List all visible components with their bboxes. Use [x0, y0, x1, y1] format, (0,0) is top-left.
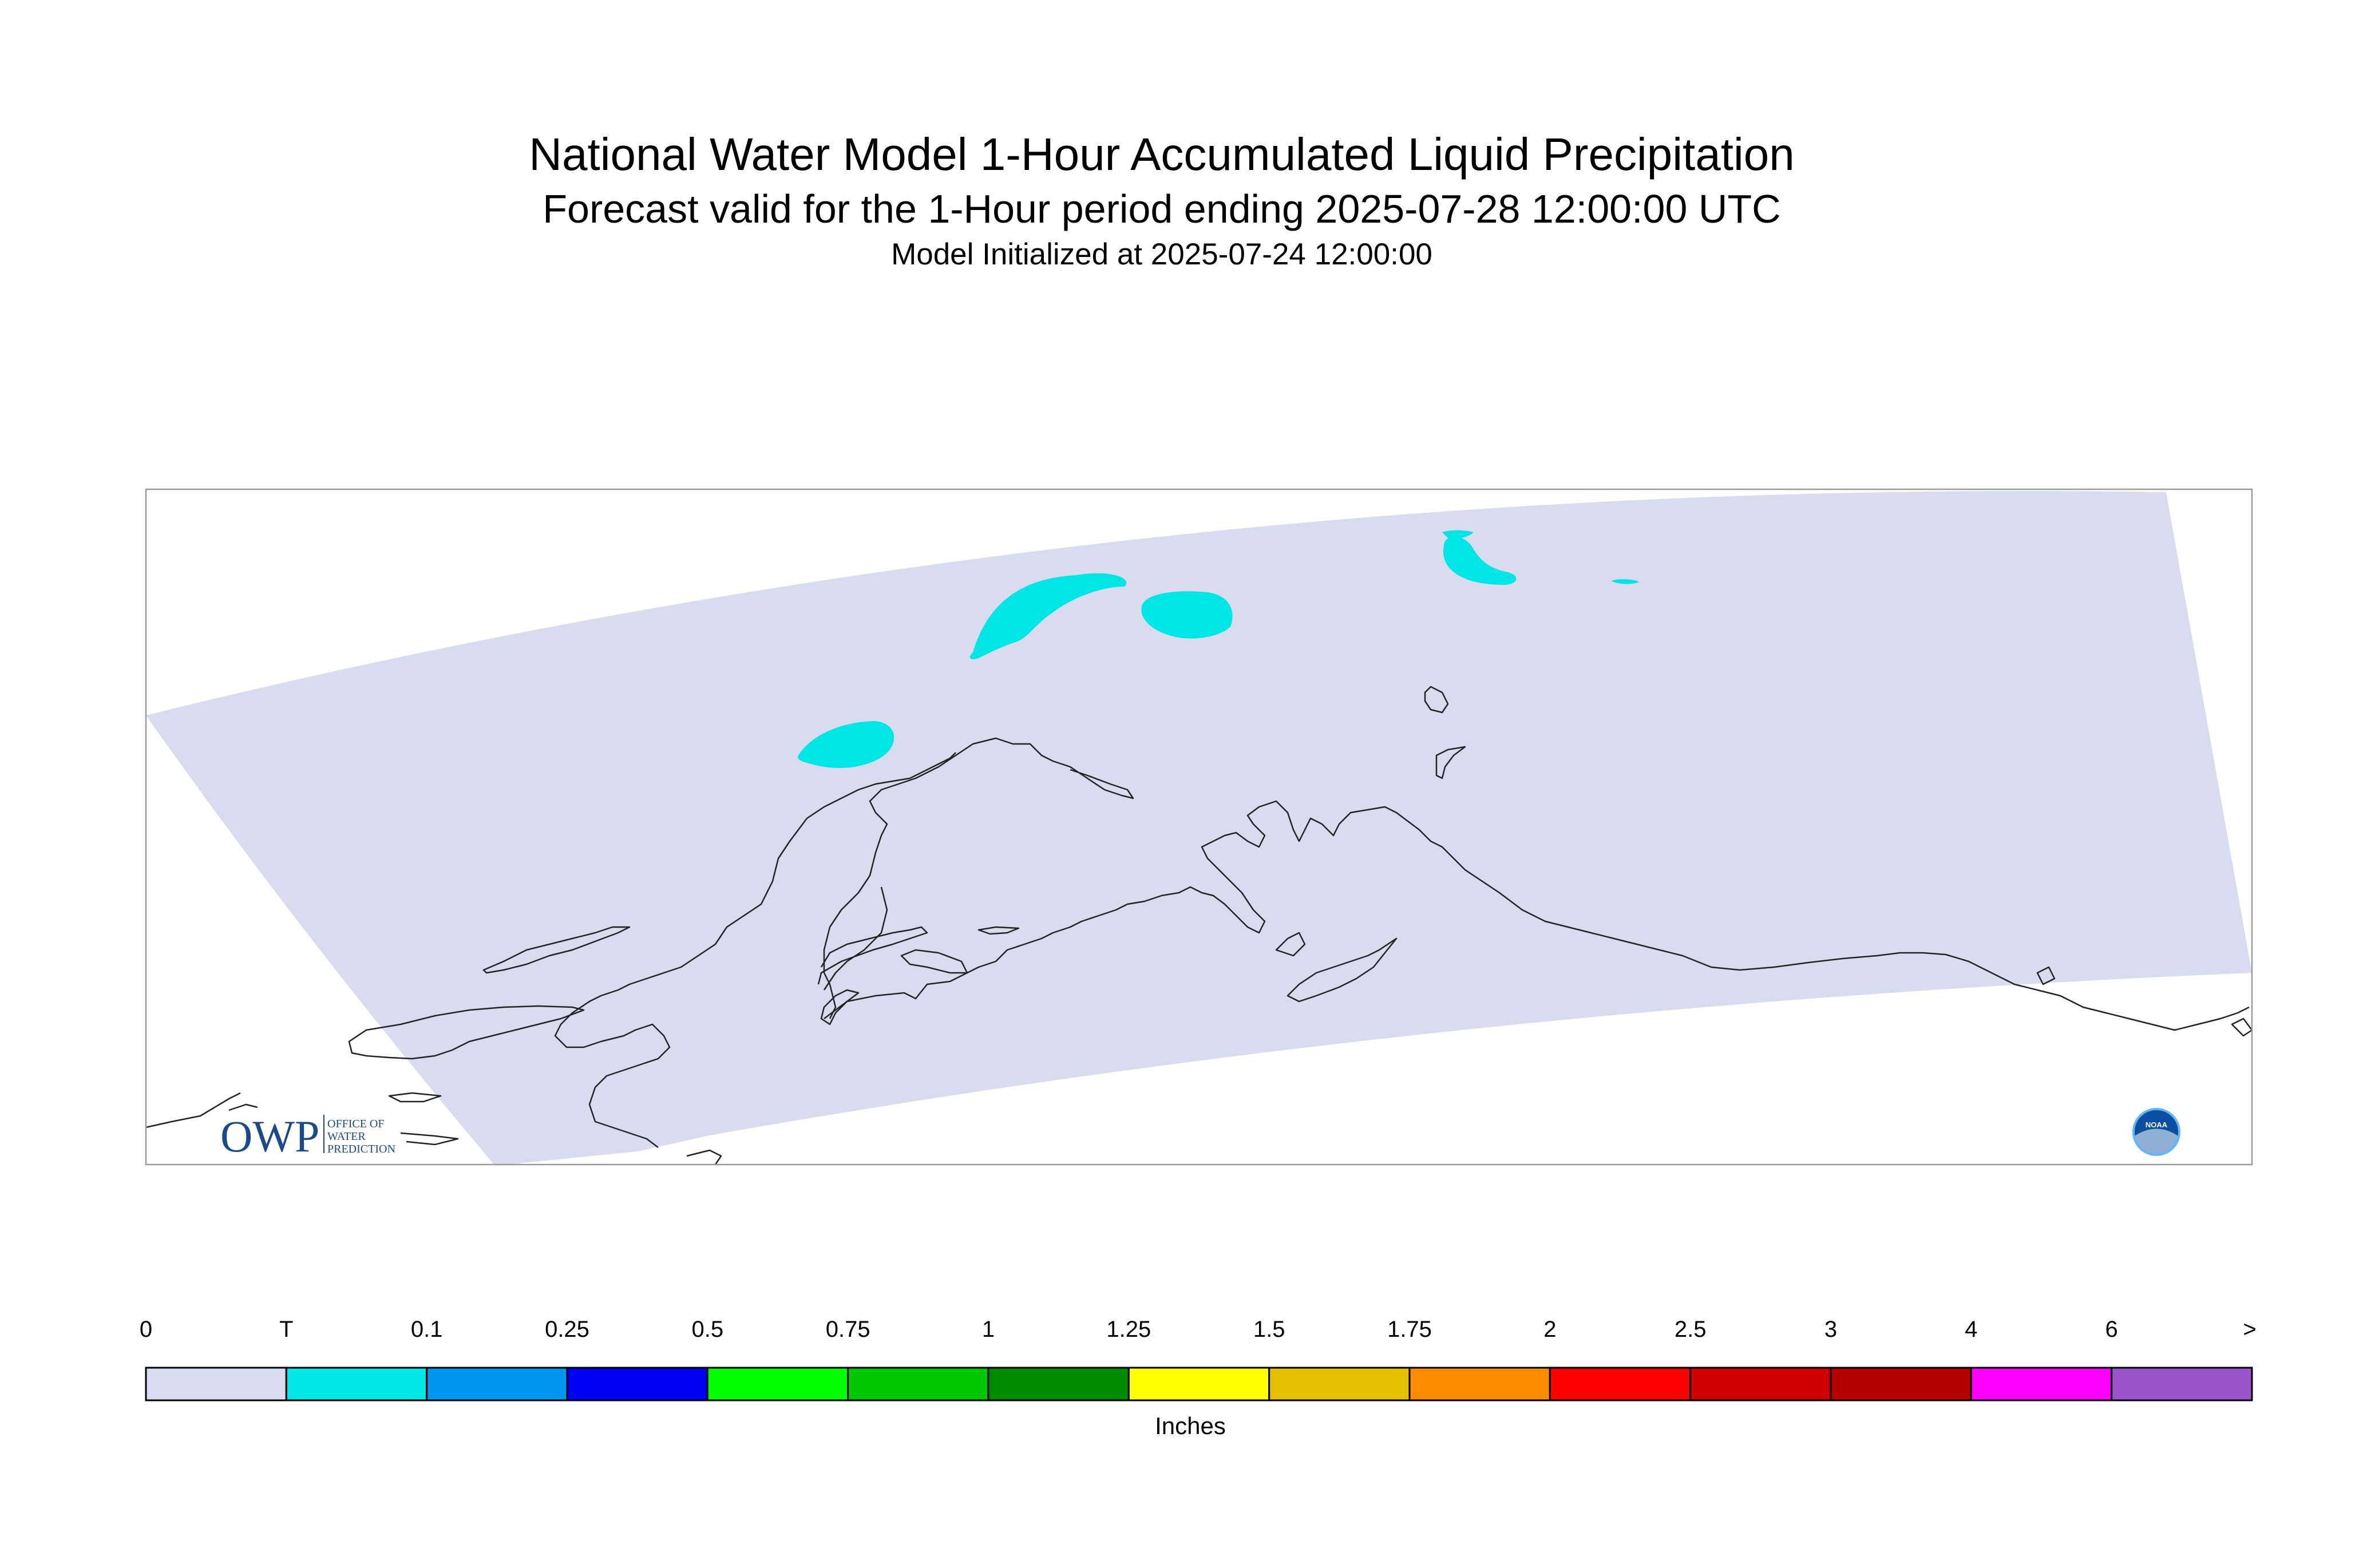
- precip-area: [969, 573, 1127, 659]
- noaa-logo-mark: NOAA: [2146, 1120, 2168, 1129]
- legend-tick-label: 0: [139, 1317, 153, 1342]
- legend-colorbar: [145, 1367, 2253, 1401]
- legend-tick-label: 1: [981, 1317, 995, 1342]
- map-frame: [145, 488, 2253, 1166]
- island: [1435, 746, 1466, 779]
- legend-tick-label: 1.25: [1106, 1317, 1151, 1342]
- legend-swatch: [1689, 1367, 1832, 1401]
- owp-logo-mark: OWP: [220, 1111, 319, 1161]
- legend-tick-label: 6: [2105, 1317, 2118, 1342]
- legend-tick-label: 0.5: [691, 1317, 724, 1342]
- legend-swatch: [2111, 1367, 2253, 1401]
- legend-tick-label: 3: [1824, 1317, 1838, 1342]
- island: [2036, 966, 2056, 985]
- island: [977, 926, 1020, 935]
- coastline-mainland: [817, 800, 2250, 1031]
- legend-swatch: [566, 1367, 708, 1401]
- legend-swatch: [1268, 1367, 1411, 1401]
- owp-logo: OWP OFFICE OF WATER PREDICTION: [220, 1111, 395, 1161]
- legend-tick-label: 2.5: [1674, 1317, 1707, 1342]
- island: [900, 949, 968, 974]
- precip-area: [1611, 579, 1640, 584]
- island: [482, 926, 631, 974]
- legend-swatch: [285, 1367, 428, 1401]
- legend-swatch: [1127, 1367, 1270, 1401]
- legend-swatch: [1970, 1367, 2113, 1401]
- legend-tick-label: 1.5: [1253, 1317, 1285, 1342]
- legend-units: Inches: [1155, 1412, 1226, 1439]
- precip-area: [1442, 530, 1474, 539]
- legend-tick-label: 0.25: [545, 1317, 589, 1342]
- legend-tick-label: 0.75: [825, 1317, 870, 1342]
- island: [1275, 932, 1306, 957]
- island: [2231, 1017, 2253, 1037]
- island: [388, 1092, 442, 1103]
- legend-tick-label: >: [2243, 1317, 2257, 1342]
- island: [1287, 937, 1398, 1003]
- legend-tick-label: 4: [1965, 1317, 1978, 1342]
- coastline-north: [820, 989, 860, 1025]
- coastline-inland: [823, 886, 888, 991]
- model-init-label: Model Initialized at 2025-07-24 12:00:00: [891, 237, 1432, 271]
- coastline-interior: [823, 737, 1134, 1019]
- legend-swatch: [847, 1367, 989, 1401]
- legend-swatch: [426, 1367, 568, 1401]
- legend-swatch: [1549, 1367, 1692, 1401]
- precip-area: [1443, 536, 1517, 585]
- noaa-logo: NOAA: [2132, 1108, 2180, 1156]
- coastline-southwest: [145, 1092, 722, 1165]
- owp-logo-line1: OFFICE OF: [327, 1118, 384, 1130]
- precip-areas: [798, 530, 1640, 769]
- coastlines: [145, 686, 2253, 1165]
- legend-swatch: [987, 1367, 1130, 1401]
- owp-logo-line2: WATER: [327, 1130, 366, 1143]
- coastline-west: [554, 752, 956, 1148]
- legend-tick-label: T: [279, 1317, 294, 1342]
- owp-logo-line3: PREDICTION: [327, 1143, 395, 1155]
- map-title: National Water Model 1-Hour Accumulated …: [529, 129, 1795, 180]
- legend-tick-label: 0.1: [410, 1317, 443, 1342]
- precip-area: [798, 721, 894, 769]
- island: [1424, 686, 1449, 714]
- legend-tick-label: 1.75: [1387, 1317, 1432, 1342]
- legend-swatch: [145, 1367, 287, 1401]
- legend-swatch: [1830, 1367, 1972, 1401]
- island: [348, 1005, 585, 1060]
- map-subtitle: Forecast valid for the 1-Hour period end…: [543, 187, 1781, 231]
- legend-tick-label: 2: [1543, 1317, 1557, 1342]
- legend-swatch: [706, 1367, 849, 1401]
- precip-area: [1141, 591, 1233, 639]
- model-domain: [146, 491, 2252, 1166]
- legend-swatch: [1408, 1367, 1551, 1401]
